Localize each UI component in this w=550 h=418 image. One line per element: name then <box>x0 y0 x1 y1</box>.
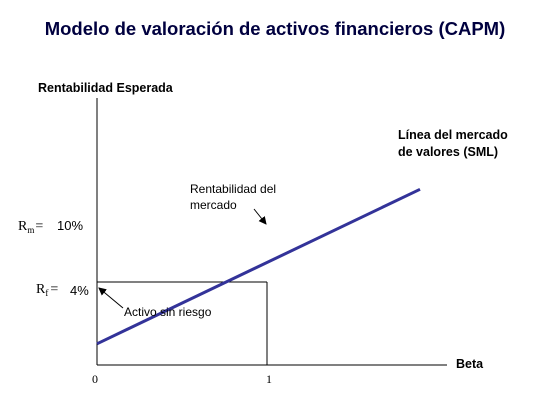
rm-value-label: 10% <box>57 218 83 233</box>
riskfree-annotation-arrow <box>98 287 124 309</box>
chart-title: Modelo de valoración de activos financie… <box>44 18 506 39</box>
rm-symbol: Rm= <box>18 219 43 235</box>
sml-line <box>96 187 421 346</box>
market-annotation-line-1: Rentabilidad del <box>190 182 276 196</box>
riskfree-annotation-label: Activo sin riesgo <box>124 305 212 319</box>
x-tick-label-1: 1 <box>266 372 272 386</box>
x-axis-label: Beta <box>456 357 484 371</box>
sml-label-line-2: de valores (SML) <box>398 145 498 159</box>
sml-label-line-1: Línea del mercado <box>398 128 508 142</box>
rf-symbol: Rf = <box>36 282 58 298</box>
market-annotation-line-2: mercado <box>190 198 237 212</box>
rf-value-label: 4% <box>70 283 89 298</box>
market-annotation-arrow <box>253 208 267 225</box>
x-tick-label-0: 0 <box>92 372 98 386</box>
y-axis-label: Rentabilidad Esperada <box>38 81 174 95</box>
